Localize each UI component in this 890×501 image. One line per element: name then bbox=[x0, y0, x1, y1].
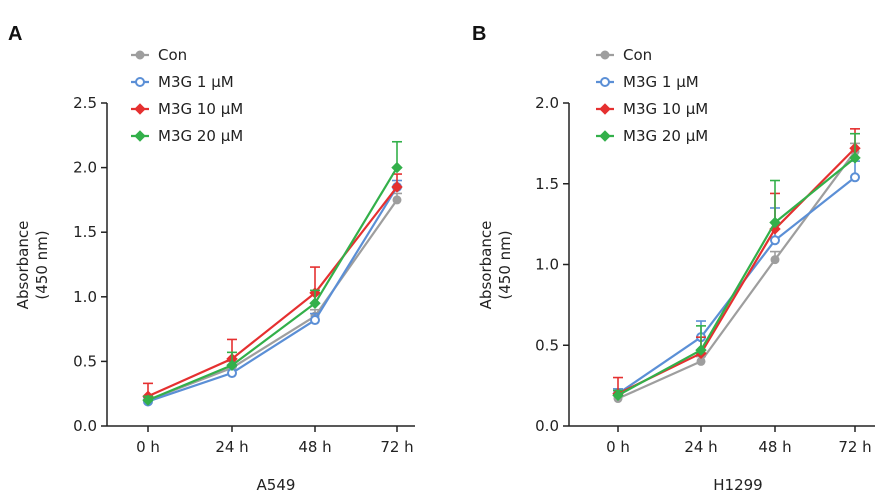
y-tick-label: 0.5 bbox=[73, 352, 97, 370]
legend-marker bbox=[135, 77, 145, 87]
series-line bbox=[147, 186, 398, 398]
data-point bbox=[392, 195, 402, 205]
data-point bbox=[391, 181, 403, 193]
data-point bbox=[769, 216, 781, 229]
series-line bbox=[617, 150, 856, 400]
legend-marker bbox=[134, 103, 146, 115]
x-tick-label: 48 h bbox=[298, 438, 331, 456]
legend-label: Con bbox=[158, 46, 187, 64]
data-point bbox=[695, 344, 707, 356]
legend-item-m3g-10-m: M3G 10 μM bbox=[131, 100, 243, 118]
series-line bbox=[617, 176, 856, 395]
series-line bbox=[617, 157, 856, 397]
x-tick-label: 0 h bbox=[606, 438, 630, 456]
x-tick-label: 72 h bbox=[838, 438, 871, 456]
y-tick-label: 1.5 bbox=[73, 223, 97, 241]
panel-letter: A bbox=[8, 23, 22, 45]
x-tick-label: 24 h bbox=[215, 438, 248, 456]
x-tick-label: 72 h bbox=[380, 438, 413, 456]
data-point bbox=[612, 389, 624, 402]
series-m3g-1-m bbox=[143, 179, 402, 407]
y-tick-label: 0.0 bbox=[535, 417, 559, 435]
legend-marker bbox=[600, 50, 610, 60]
y-tick-label: 1.0 bbox=[73, 288, 97, 306]
legend-marker bbox=[135, 50, 145, 60]
x-tick-label: 48 h bbox=[758, 438, 791, 456]
legend-marker bbox=[599, 130, 611, 142]
series-m3g-20-m bbox=[612, 132, 861, 402]
legend-item-m3g-10-m: M3G 10 μM bbox=[596, 100, 708, 118]
data-point bbox=[226, 359, 238, 371]
data-point bbox=[770, 235, 780, 246]
data-point bbox=[142, 394, 154, 406]
y-tick-label: 1.0 bbox=[535, 256, 559, 274]
legend-item-m3g-1-m: M3G 1 μM bbox=[131, 73, 234, 91]
data-point bbox=[391, 161, 403, 174]
legend-item-m3g-20-m: M3G 20 μM bbox=[596, 127, 708, 145]
legend-label: M3G 20 μM bbox=[158, 127, 243, 145]
data-point bbox=[849, 152, 861, 164]
y-tick-label: 2.0 bbox=[73, 159, 97, 177]
panel-a549: A 0.0 0.5 1.0 1.5 2.0 2.5 0 h 24 h 48 h 72 h Absorb… bbox=[8, 23, 415, 494]
panel-letter: B bbox=[472, 23, 486, 45]
y-axis-title: Absorbance bbox=[14, 221, 32, 310]
y-axis-title-unit: (450 nm) bbox=[33, 230, 51, 299]
series-line bbox=[147, 186, 398, 403]
series-line bbox=[147, 199, 398, 402]
legend-item-m3g-20-m: M3G 20 μM bbox=[131, 127, 243, 145]
series-m3g-10-m bbox=[142, 173, 403, 402]
x-tick-label: 0 h bbox=[136, 438, 160, 456]
legend-marker bbox=[600, 77, 610, 87]
legend-marker bbox=[599, 103, 611, 115]
panel-h1299: B 0.0 0.5 1.0 1.5 2.0 0 h 24 h 48 h 72 h Absorbanc… bbox=[472, 23, 875, 494]
data-point bbox=[770, 255, 780, 265]
y-tick-label: 2.0 bbox=[535, 94, 559, 112]
data-point bbox=[310, 315, 320, 326]
y-tick-label: 1.5 bbox=[535, 175, 559, 193]
series-line bbox=[147, 167, 398, 402]
legend-label: M3G 10 μM bbox=[158, 100, 243, 118]
series-m3g-10-m bbox=[612, 128, 861, 400]
legend-item-con: Con bbox=[131, 46, 187, 64]
legend-label: M3G 10 μM bbox=[623, 100, 708, 118]
series-m3g-20-m bbox=[142, 140, 403, 406]
legend-label: M3G 20 μM bbox=[623, 127, 708, 145]
legend-label: M3G 1 μM bbox=[623, 73, 699, 91]
cell-line-label: H1299 bbox=[713, 476, 762, 494]
legend-item-con: Con bbox=[596, 46, 652, 64]
legend-label: Con bbox=[623, 46, 652, 64]
legend-label: M3G 1 μM bbox=[158, 73, 234, 91]
y-tick-label: 2.5 bbox=[73, 94, 97, 112]
series-line bbox=[617, 147, 856, 395]
y-axis-title: Absorbance bbox=[477, 221, 495, 310]
legend-item-m3g-1-m: M3G 1 μM bbox=[596, 73, 699, 91]
x-tick-label: 24 h bbox=[684, 438, 717, 456]
data-point bbox=[309, 297, 321, 309]
y-tick-label: 0.0 bbox=[73, 417, 97, 435]
cell-line-label: A549 bbox=[257, 476, 296, 494]
data-point bbox=[850, 172, 860, 183]
legend-marker bbox=[134, 130, 146, 142]
y-axis-title-unit: (450 nm) bbox=[496, 230, 514, 299]
y-tick-label: 0.5 bbox=[535, 336, 559, 354]
series-con bbox=[613, 142, 860, 404]
